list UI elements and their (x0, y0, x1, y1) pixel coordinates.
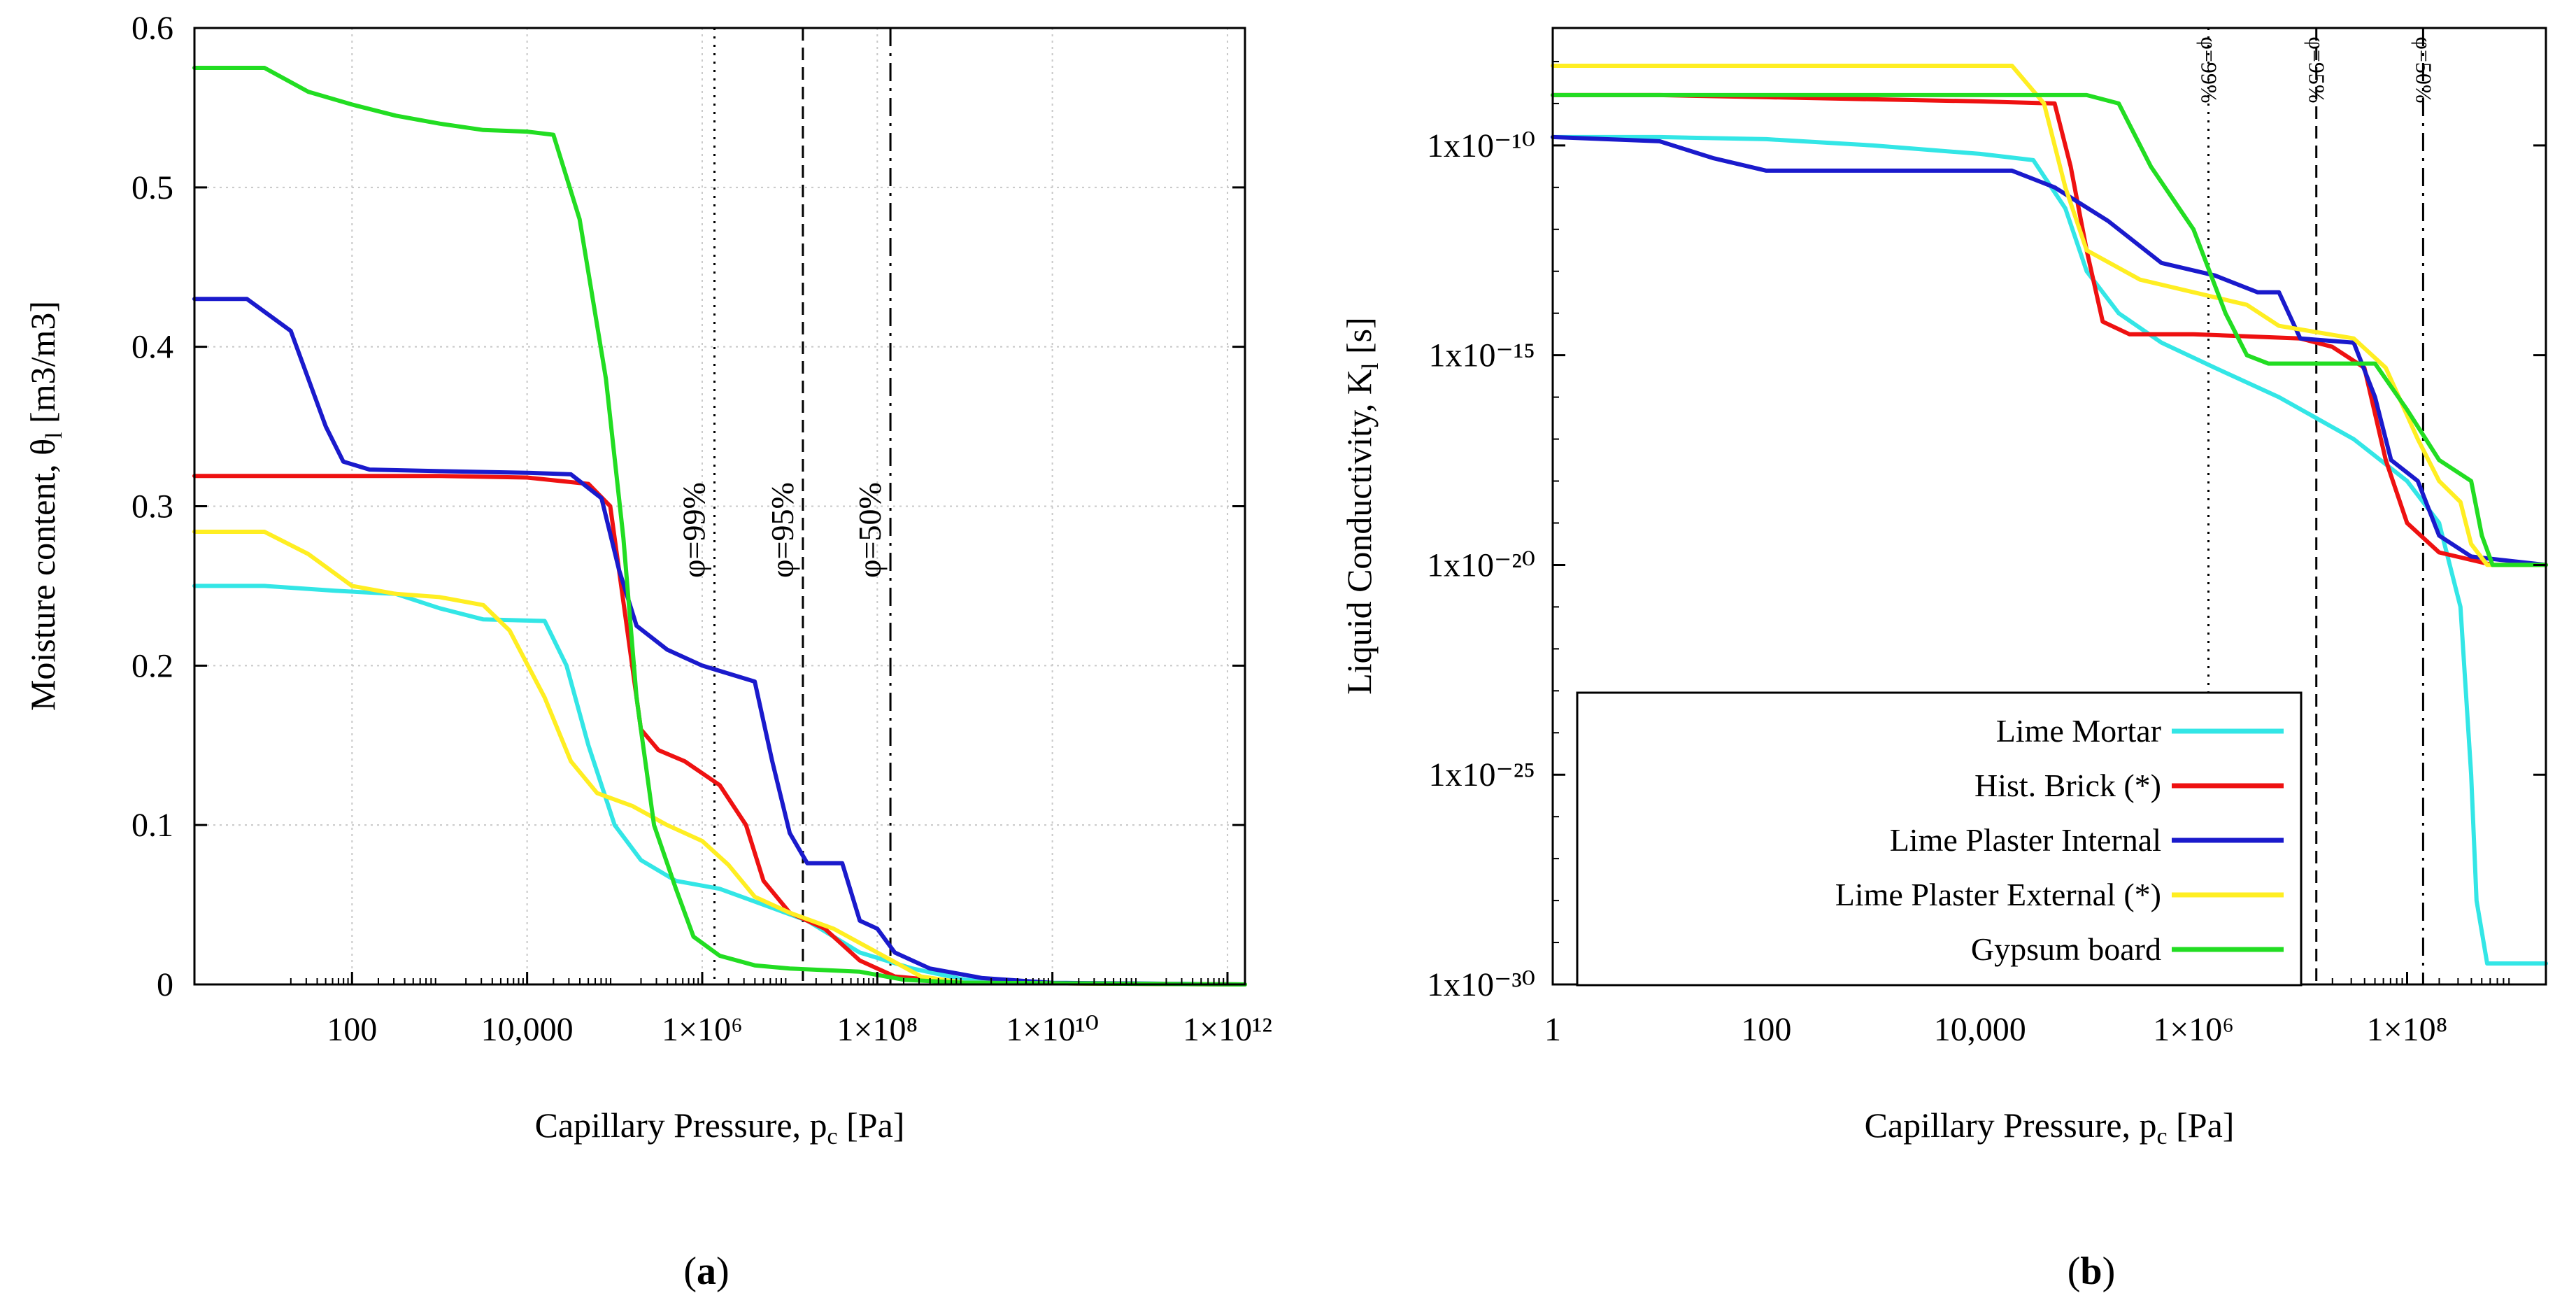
panel-b-x-tick-label: 100 (1741, 1011, 1791, 1048)
panel-b-reference-label: φ=50% (2411, 36, 2436, 103)
panel-a-x-axis-subscript: c (827, 1124, 838, 1150)
panel-b-legend-label: Lime Plaster External (*) (1835, 877, 2161, 912)
panel-a-x-tick-label: 1×10⁶ (662, 1011, 743, 1048)
panel-a-series-hist-brick (192, 474, 1247, 987)
panel-a-series-gypsum-board (192, 66, 1247, 987)
panel-a-y-tick-label: 0.3 (131, 488, 173, 525)
panel-b-x-tick-label: 1×10⁸ (2367, 1011, 2448, 1048)
panel-b-series-gypsum-board (1551, 92, 2548, 567)
panel-b-x-axis-subscript: c (2157, 1124, 2168, 1150)
panel-b-series (1551, 64, 2548, 966)
panel-a-y-tick-label: 0.4 (131, 329, 173, 366)
panel-a-series (192, 66, 1247, 987)
panel-a-x-axis-unit: [Pa] (838, 1105, 905, 1145)
panel-b-reference-label: φ=95% (2305, 36, 2330, 103)
panel-b-y-tick-label: 1x10⁻²⁵ (1429, 756, 1535, 793)
panel-b-y-axis-title: Liquid Conductivity, Kl [s] (1339, 317, 1383, 695)
panel-b-phi-labels: φ=99% φ=95% φ=50% (2197, 36, 2437, 103)
panel-a-x-tick-label: 100 (327, 1011, 377, 1048)
panel-a-y-tick-label: 0 (157, 966, 173, 1003)
panel-a-grid (194, 28, 1245, 984)
panel-a-y-tick-label: 0.2 (131, 647, 173, 684)
panel-a-x-tick-label: 1×10¹² (1183, 1011, 1272, 1048)
panel-b-label: (b) (2068, 1250, 2115, 1293)
panel-b-y-tick-label: 1x10⁻²⁰ (1427, 546, 1535, 584)
panel-a-y-axis-subscript: l (41, 432, 67, 438)
panel-b-y-tick-label: 1x10⁻³⁰ (1427, 966, 1535, 1003)
panel-a-phi-labels: φ=99% φ=95% φ=50% (676, 482, 888, 578)
panel-a-x-tick-label: 1×10⁸ (837, 1011, 918, 1048)
panel-b-reference-lines (2207, 28, 2424, 984)
panel-b-y-tick-label: 1x10⁻¹⁵ (1429, 337, 1535, 374)
panel-a-x-tick-label: 1×10¹⁰ (1006, 1011, 1099, 1048)
panel-b-x-tick-label: 10,000 (1934, 1011, 2026, 1048)
panel-a-y-axis-title: Moisture content, θl [m3/m3] (23, 301, 67, 711)
panel-b-legend: Lime Mortar Hist. Brick (*) Lime Plaster I… (1576, 691, 2303, 987)
panel-a-reference-label: φ=50% (852, 482, 888, 578)
panel-a: 100 10,000 1×10⁶ 1×10⁸ 1×10¹⁰ 1×10¹² 0 0.1 0.2 0.… (23, 10, 1272, 1293)
panel-b-x-axis-unit: [Pa] (2168, 1105, 2235, 1145)
panel-b-x-tick-label: 1×10⁶ (2153, 1011, 2234, 1048)
panel-b-reference-label: φ=99% (2197, 36, 2222, 103)
panel-b-y-axis-unit: [s] (1339, 317, 1379, 362)
panel-a-reference-label: φ=99% (676, 482, 711, 578)
panel-b-x-tick-label: 1 (1544, 1011, 1561, 1048)
panel-a-label-letter: a (697, 1250, 716, 1293)
panel-a-y-tick-label: 0.1 (131, 807, 173, 844)
panel-a-y-tick-label: 0.6 (131, 10, 173, 47)
panel-b-series-lime-mortar (1551, 134, 2548, 966)
panel-b-y-tick-label: 1x10⁻¹⁰ (1427, 127, 1535, 164)
panel-b-ticks: 1 100 10,000 1×10⁶ 1×10⁸ 1x10⁻¹⁰ 1x10⁻¹⁵ 1x10⁻²… (1427, 60, 2546, 1048)
panel-a-x-tick-label: 10,000 (481, 1011, 574, 1048)
panel-b-legend-label: Gypsum board (1971, 931, 2161, 967)
panel-a-label: (a) (683, 1250, 729, 1293)
panel-b: 1 100 10,000 1×10⁶ 1×10⁸ 1x10⁻¹⁰ 1x10⁻¹⁵ 1x10⁻²… (1339, 27, 2548, 1293)
panel-b-series-lime-plaster-internal (1551, 134, 2548, 567)
panel-a-reference-lines (713, 28, 892, 984)
panel-b-legend-label: Lime Plaster Internal (1890, 822, 2161, 858)
panel-b-label-letter: b (2080, 1250, 2102, 1293)
panel-a-ticks: 100 10,000 1×10⁶ 1×10⁸ 1×10¹⁰ 1×10¹² 0 0.1 0.2 0.… (131, 10, 1272, 1048)
panel-a-x-axis-title: Capillary Pressure, pc [Pa] (535, 1105, 905, 1150)
panel-a-series-lime-plaster-internal (192, 297, 1247, 987)
panel-b-series-hist-brick (1551, 92, 2548, 567)
panel-b-legend-label: Hist. Brick (*) (1974, 768, 2161, 803)
panel-b-y-axis-subscript: l (1358, 363, 1383, 369)
panel-a-reference-label: φ=95% (764, 482, 800, 578)
panel-b-legend-label: Lime Mortar (1996, 713, 2161, 749)
panel-a-y-axis-unit: [m3/m3] (23, 301, 62, 432)
panel-a-series-lime-plaster-external (192, 530, 1247, 987)
panel-a-y-tick-label: 0.5 (131, 169, 173, 206)
panel-b-x-axis-title: Capillary Pressure, pc [Pa] (1865, 1105, 2235, 1150)
